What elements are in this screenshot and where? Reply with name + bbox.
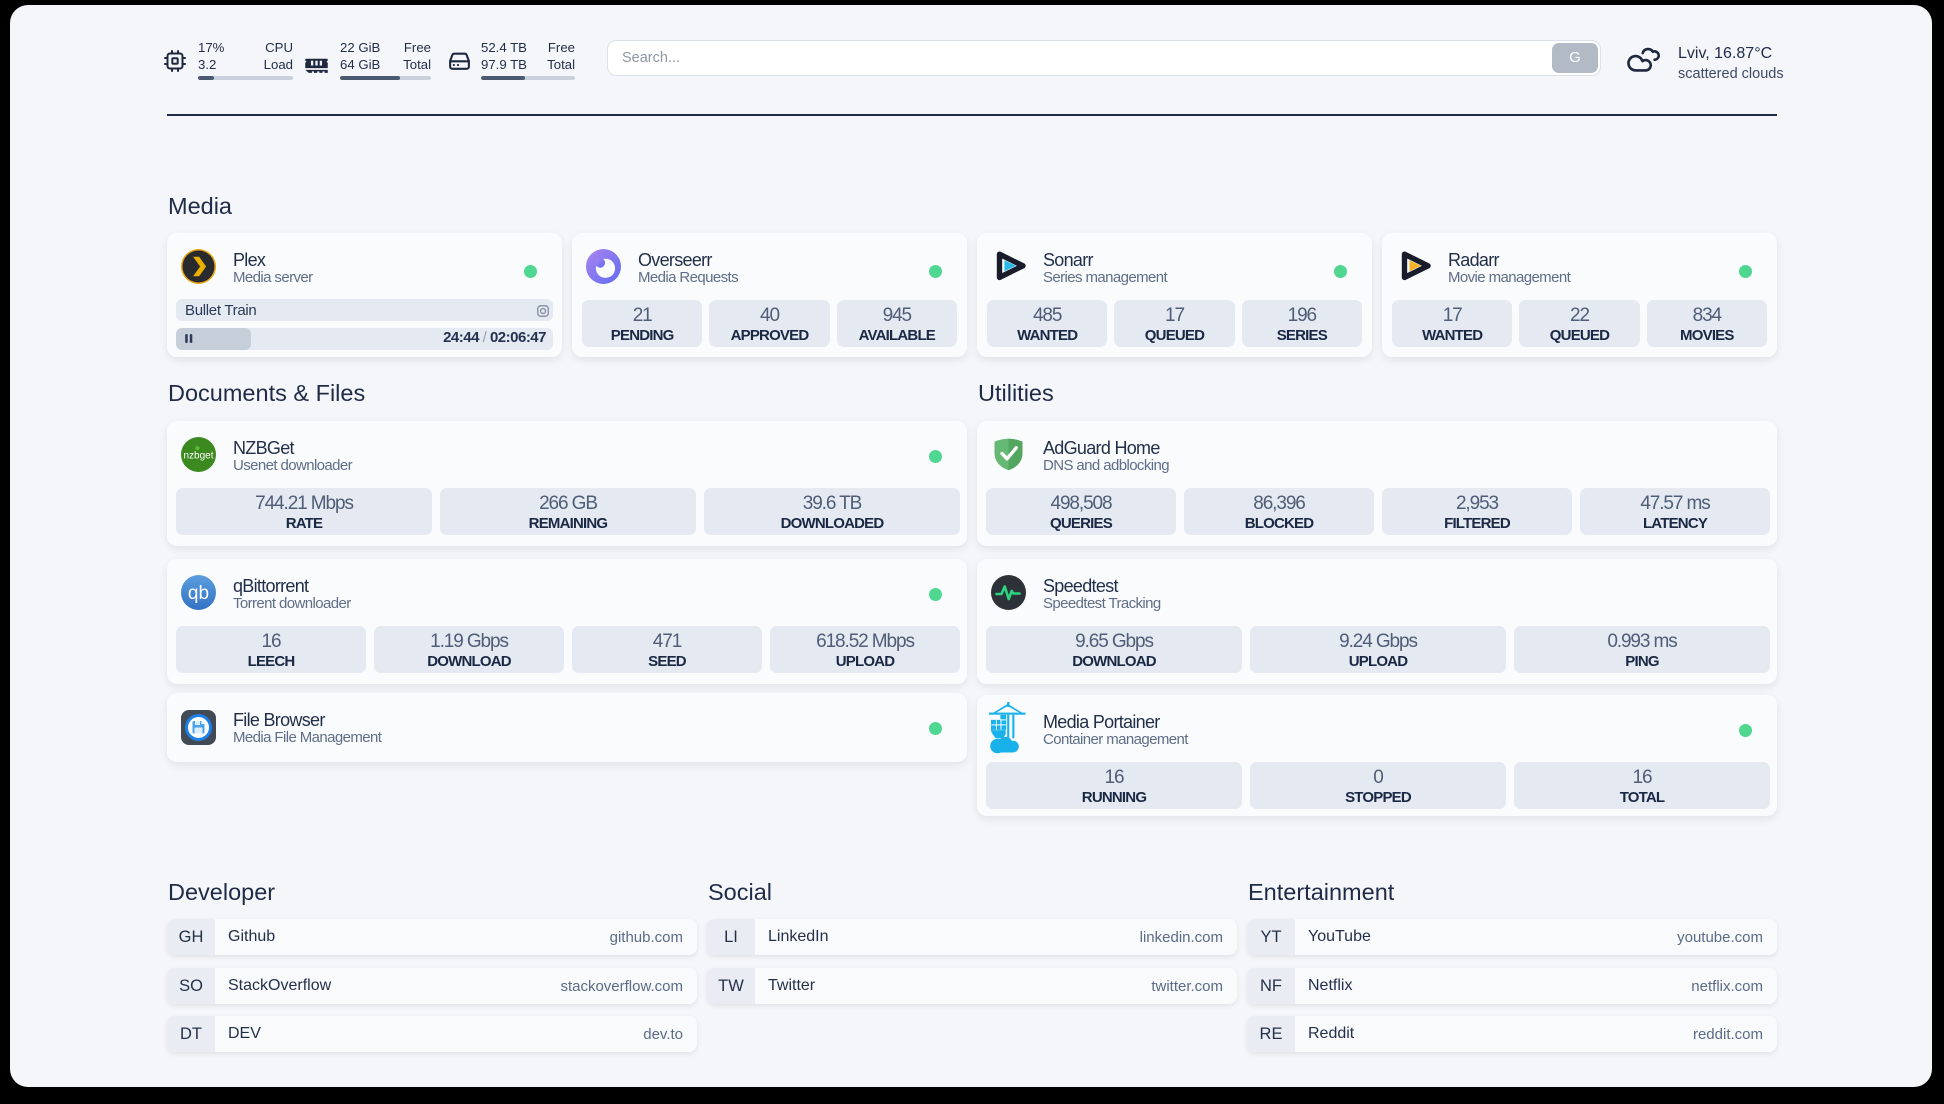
svg-text:qb: qb [188, 583, 209, 604]
svg-text:nzbget: nzbget [183, 451, 213, 462]
